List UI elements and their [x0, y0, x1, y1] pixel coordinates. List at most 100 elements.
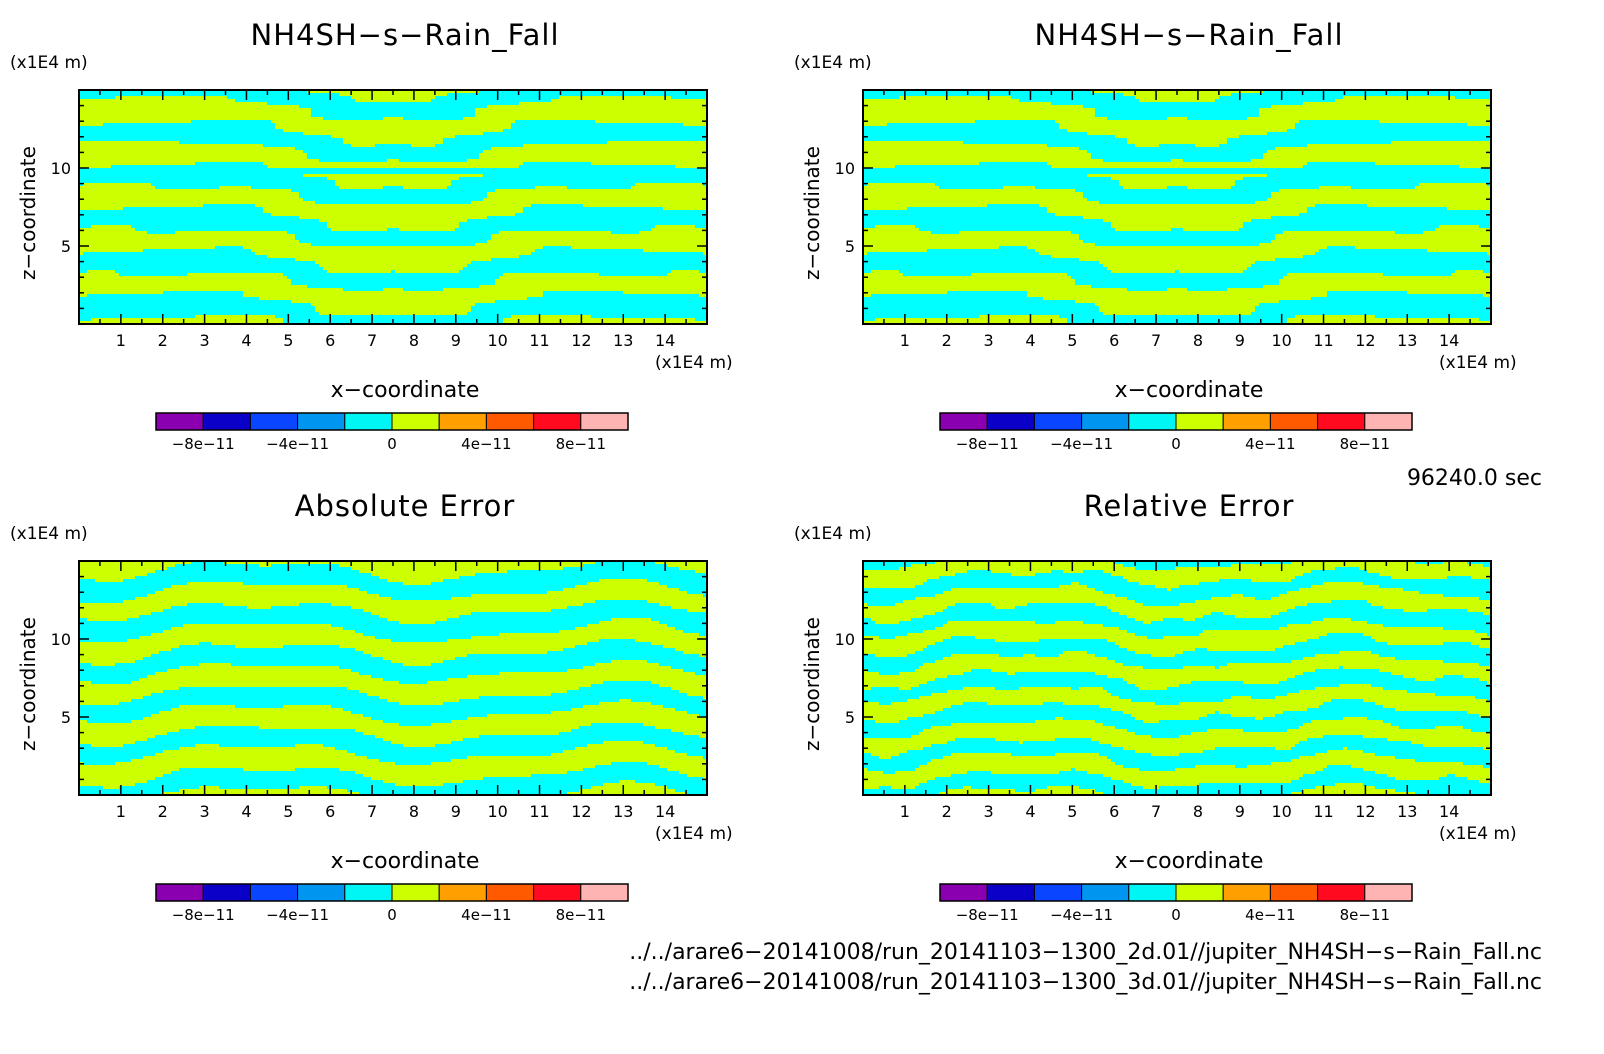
- colorbar-segment: [249, 412, 299, 431]
- colorbar-segment: [344, 883, 393, 902]
- colorbar-segment: [1317, 412, 1366, 431]
- colorbar-label: 4e−11: [461, 906, 511, 924]
- x-tick-label: 6: [325, 802, 335, 821]
- colorbar-segment: [1269, 412, 1319, 431]
- colorbar-label: 0: [1171, 435, 1181, 453]
- x-tick-label: 7: [367, 331, 377, 350]
- x-tick-label: 13: [1397, 802, 1417, 821]
- colorbar-segment: [580, 883, 629, 902]
- colorbar-segment: [344, 412, 393, 431]
- colorbar-segment: [1033, 412, 1083, 431]
- x-tick-label: 14: [1439, 331, 1459, 350]
- x-tick-label: 7: [1151, 331, 1161, 350]
- x-tick-label: 4: [241, 802, 251, 821]
- x-tick-label: 10: [1271, 331, 1291, 350]
- x-tick-label: 9: [1235, 802, 1245, 821]
- plot-panel-1: NH4SH−s−Rain_Fall (x1E4 m) (x1E4 m) z−coord…: [0, 0, 760, 470]
- x-tick-label: 3: [200, 802, 210, 821]
- colorbar-segment: [1222, 883, 1271, 902]
- z-unit-label: (x1E4 m): [794, 524, 872, 544]
- colorbar-segment: [155, 883, 204, 902]
- colorbar-label: 4e−11: [1245, 906, 1295, 924]
- x-tick-label: 7: [367, 802, 377, 821]
- z-tick-label: 10: [51, 159, 71, 178]
- colorbar-segment: [533, 412, 582, 431]
- x-axis-label: x−coordinate: [330, 378, 480, 403]
- x-tick-label: 6: [1109, 331, 1119, 350]
- colorbar-segment: [485, 412, 535, 431]
- colorbar-label: −4e−11: [266, 906, 329, 924]
- z-tick-label: 10: [835, 630, 855, 649]
- colorbar-label: −8e−11: [172, 435, 235, 453]
- colorbar-segment: [1175, 412, 1224, 431]
- x-tick-label: 2: [942, 331, 952, 350]
- contour-fill: [79, 90, 707, 324]
- colorbar-label: 0: [387, 906, 397, 924]
- colorbar-segment: [986, 412, 1035, 431]
- x-tick-label: 5: [283, 802, 293, 821]
- x-tick-label: 3: [200, 331, 210, 350]
- colorbar-label: −4e−11: [1050, 906, 1113, 924]
- x-tick-label: 4: [241, 331, 251, 350]
- colorbar-frame: [939, 412, 1413, 431]
- colorbar-segment: [1128, 412, 1177, 431]
- x-tick-label: 2: [158, 802, 168, 821]
- x-tick-label: 5: [1067, 331, 1077, 350]
- z-tick-label: 5: [61, 708, 71, 727]
- plot-panel-2: NH4SH−s−Rain_Fall (x1E4 m) (x1E4 m) z−coord…: [784, 0, 1544, 470]
- x-tick-label: 3: [984, 802, 994, 821]
- x-tick-label: 13: [613, 802, 633, 821]
- x-axis-label: x−coordinate: [1114, 849, 1264, 874]
- colorbar-segment: [202, 412, 251, 431]
- contour-fill: [79, 561, 707, 795]
- x-unit-label: (x1E4 m): [1439, 353, 1517, 373]
- x-tick-label: 12: [1355, 331, 1375, 350]
- colorbar-segment: [939, 883, 988, 902]
- colorbar-segment: [155, 412, 204, 431]
- x-tick-label: 12: [571, 802, 591, 821]
- x-tick-label: 1: [116, 802, 126, 821]
- plot-panel-3: Absolute Error (x1E4 m) (x1E4 m) z−coordina…: [0, 471, 760, 941]
- colorbar-label: 8e−11: [556, 906, 606, 924]
- colorbar-segment: [939, 412, 988, 431]
- colorbar-segment: [1222, 412, 1271, 431]
- x-tick-label: 7: [1151, 802, 1161, 821]
- x-tick-label: 10: [1271, 802, 1291, 821]
- contour-fill: [863, 90, 1491, 324]
- x-tick-label: 11: [529, 802, 549, 821]
- colorbar-segment: [438, 412, 487, 431]
- x-tick-label: 3: [984, 331, 994, 350]
- colorbar-segment: [1317, 883, 1366, 902]
- colorbar-segment: [1081, 412, 1130, 431]
- x-tick-label: 1: [116, 331, 126, 350]
- x-tick-label: 11: [1313, 802, 1333, 821]
- x-tick-label: 10: [487, 802, 507, 821]
- colorbar-label: −4e−11: [1050, 435, 1113, 453]
- z-unit-label: (x1E4 m): [10, 524, 88, 544]
- x-tick-label: 14: [655, 802, 675, 821]
- colorbar-segment: [1364, 883, 1413, 902]
- colorbar-segment: [485, 883, 535, 902]
- file-path-3d: ../../arare6−20141008/run_20141103−1300_…: [629, 970, 1542, 995]
- x-unit-label: (x1E4 m): [1439, 824, 1517, 844]
- x-axis-label: x−coordinate: [330, 849, 480, 874]
- colorbar-label: 8e−11: [1340, 435, 1390, 453]
- x-tick-label: 1: [900, 331, 910, 350]
- colorbar-segment: [1128, 883, 1177, 902]
- colorbar-segment: [1364, 412, 1413, 431]
- file-path-2d: ../../arare6−20141008/run_20141103−1300_…: [629, 940, 1542, 965]
- colorbar-segment: [1269, 883, 1319, 902]
- x-axis-label: x−coordinate: [1114, 378, 1264, 403]
- colorbar-label: 0: [387, 435, 397, 453]
- x-tick-label: 11: [1313, 331, 1333, 350]
- panel-title: NH4SH−s−Rain_Fall: [1034, 18, 1344, 52]
- x-tick-label: 13: [1397, 331, 1417, 350]
- x-tick-label: 8: [1193, 802, 1203, 821]
- x-tick-label: 4: [1025, 802, 1035, 821]
- x-unit-label: (x1E4 m): [655, 824, 733, 844]
- x-tick-label: 8: [409, 802, 419, 821]
- colorbar-label: −8e−11: [956, 906, 1019, 924]
- colorbar-label: 4e−11: [461, 435, 511, 453]
- z-unit-label: (x1E4 m): [794, 53, 872, 73]
